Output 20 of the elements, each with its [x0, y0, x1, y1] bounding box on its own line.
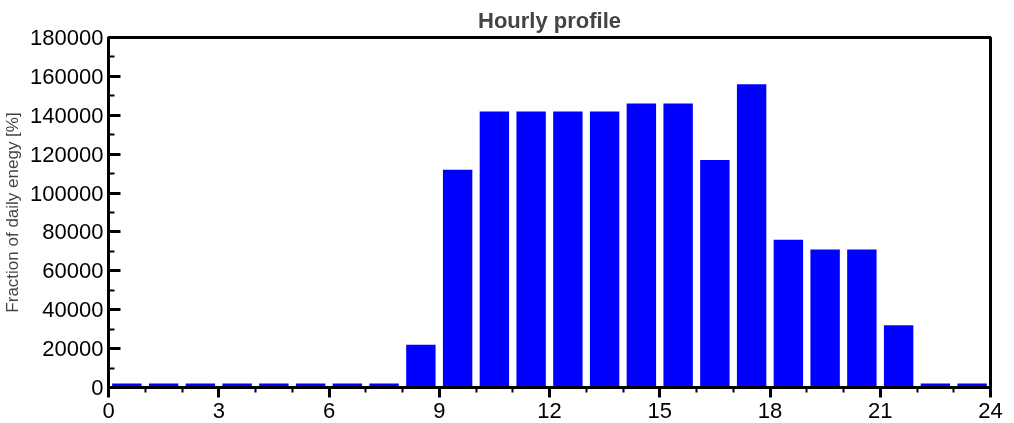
- y-tick-label: 160000: [30, 63, 104, 89]
- x-tick-label: 6: [322, 397, 336, 423]
- y-tick-label: 60000: [42, 258, 104, 284]
- x-tick-label: 3: [212, 397, 225, 423]
- x-tick-label: 15: [647, 397, 672, 423]
- y-tick-label: 120000: [30, 141, 104, 167]
- y-axis-title: Fraction of daily enegy [%]: [3, 112, 23, 313]
- y-tick-label: 0: [91, 375, 104, 400]
- y-tick-label: 140000: [30, 102, 104, 128]
- x-tick-label: 21: [868, 397, 893, 423]
- x-tick-label: 18: [757, 397, 783, 423]
- y-tick-label: 180000: [30, 25, 104, 50]
- y-tick-label: 80000: [42, 219, 104, 245]
- x-tick-label: 24: [978, 397, 1003, 423]
- y-tick-label: 40000: [42, 297, 104, 323]
- x-tick-label: 12: [537, 397, 562, 423]
- x-tick-label: 9: [433, 397, 446, 423]
- y-tick-label: 20000: [42, 336, 104, 362]
- y-tick-label: 100000: [30, 180, 104, 206]
- chart-title: Hourly profile: [477, 7, 622, 33]
